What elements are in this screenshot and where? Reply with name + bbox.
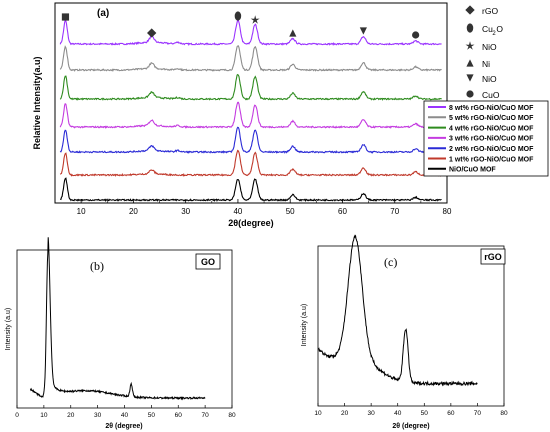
legend-label-hexagon: Cu	[482, 24, 493, 34]
panel-c-x-axis: 10 20 30 40 50 60 70 80	[314, 403, 508, 417]
panel-c-x-axis-label: 2θ (degree)	[392, 423, 429, 430]
panel-b-x-axis: 0 10 20 30 40 50 60 70 80	[15, 405, 236, 419]
series-line-5	[59, 149, 442, 177]
panel-a-x-tick-label: 50	[286, 207, 295, 216]
series-line-0	[59, 19, 442, 46]
panel-b-x-tick-label: 70	[202, 412, 210, 419]
series-legend: 8 wt% rGO-NiO/CuO MOF 5 wt% rGO-NiO/CuO M…	[423, 100, 549, 177]
panel-b: (b) GO 0 10 20 30 40 50 60 70 80 2θ (degree) Int…	[5, 237, 236, 430]
panel-b-x-tick-label: 60	[175, 412, 183, 419]
legend-symbol-circle	[466, 90, 474, 98]
peak-marker-triangle	[289, 29, 297, 37]
peak-marker-hexagon	[234, 11, 242, 21]
series-legend-label-5: 1 wt% rGO-NiO/CuO MOF	[449, 156, 534, 163]
series-legend-label-6: NiO/CuO MOF	[449, 167, 496, 174]
series-legend-label-1: 5 wt% rGO-NiO/CuO MOF	[449, 115, 534, 122]
panel-c-x-tick-label: 50	[421, 410, 429, 417]
panel-c-x-tick-label: 80	[500, 410, 508, 417]
panel-a-x-tick-label: 40	[233, 207, 242, 216]
peak-marker-diamond	[147, 28, 157, 38]
legend-suffix: O	[496, 24, 503, 34]
series-legend-label-3: 3 wt% rGO-NiO/CuO MOF	[449, 136, 534, 143]
panel-b-x-tick-label: 30	[94, 412, 102, 419]
panel-c-x-tick-label: 60	[447, 410, 455, 417]
panel-a-x-tick-label: 70	[390, 207, 399, 216]
panel-b-x-tick-label: 0	[15, 412, 19, 419]
panel-c-x-tick-label: 40	[394, 410, 402, 417]
panel-b-x-tick-label: 10	[40, 412, 48, 419]
panel-a-x-axis-label: 2θ(degree)	[228, 218, 273, 228]
panel-c-frame	[317, 245, 505, 407]
legend-label-star: NiO	[482, 42, 497, 52]
panel-c-title-box	[480, 248, 506, 265]
series-line-6	[59, 177, 442, 202]
peak-marker-square	[61, 13, 70, 21]
series-legend-label-2: 4 wt% rGO-NiO/CuO MOF	[449, 125, 534, 132]
series-line-1	[59, 45, 442, 72]
panel-b-title-box	[195, 253, 221, 270]
panel-c-x-tick-label: 30	[368, 410, 376, 417]
panel-a: (a) 10 20 30 40 50 60 70 80 2θ(degree) Relative…	[32, 2, 452, 228]
legend-symbol-inverted-triangle	[466, 74, 474, 82]
panel-b-y-axis-label: Intensity (a.u)	[5, 308, 12, 350]
peak-marker-star	[250, 15, 260, 24]
legend-label-diamond: rGO	[482, 6, 498, 16]
panel-b-x-tick-label: 20	[67, 412, 75, 419]
legend-symbol-hexagon	[466, 23, 474, 33]
panel-c-label: (c)	[384, 255, 397, 269]
panel-a-x-tick-label: 20	[129, 207, 138, 216]
peak-marker-legend: rGO Cu 2 O NiO Ni NiO CuO	[465, 5, 503, 100]
panel-c-x-tick-label: 70	[474, 410, 482, 417]
legend-symbol-triangle	[466, 59, 474, 67]
panel-c-title: rGO	[484, 252, 502, 262]
panel-b-x-tick-label: 80	[228, 412, 236, 419]
panel-c-x-tick-label: 20	[341, 410, 349, 417]
peak-marker-circle	[412, 31, 420, 39]
series-legend-label-0: 8 wt% rGO-NiO/CuO MOF	[449, 105, 534, 112]
panel-b-label: (b)	[90, 259, 104, 273]
panel-a-y-axis-label: Relative Intensity(a.u)	[32, 56, 42, 149]
panel-a-x-tick-label: 60	[338, 207, 347, 216]
panel-a-label: (a)	[97, 8, 109, 19]
panel-a-frame	[54, 2, 448, 204]
panel-c-x-tick-label: 10	[314, 410, 322, 417]
series-line-2	[59, 73, 442, 101]
panel-a-x-axis: 10 20 30 40 50 60 70 80	[54, 199, 452, 216]
legend-symbol-star	[465, 41, 475, 50]
panel-b-x-tick-label: 50	[148, 412, 156, 419]
series-line-3	[59, 101, 442, 129]
legend-label-triangle: Ni	[482, 59, 490, 69]
panel-b-x-tick-label: 40	[121, 412, 129, 419]
panel-c: (c) rGO 10 20 30 40 50 60 70 80 2θ (degree) Int…	[301, 234, 508, 430]
panel-a-x-tick-label: 30	[181, 207, 190, 216]
panel-b-x-axis-label: 2θ (degree)	[105, 423, 142, 430]
series-line-4	[59, 126, 443, 154]
panel-b-go-curve	[29, 237, 206, 401]
legend-label-inverted-triangle: NiO	[482, 74, 497, 84]
peak-marker-inverted-triangle	[359, 27, 367, 35]
legend-symbol-diamond	[465, 5, 475, 15]
panel-c-y-axis-label: Intensity (a.u)	[301, 304, 308, 346]
panel-c-rgo-curve	[318, 234, 478, 387]
panel-a-peak-markers	[61, 11, 420, 39]
series-legend-label-4: 2 wt% rGO-NiO/CuO MOF	[449, 146, 534, 153]
panel-a-x-tick-label: 10	[77, 207, 86, 216]
panel-a-x-tick-label: 80	[443, 207, 452, 216]
panel-b-title: GO	[201, 257, 215, 267]
legend-subscript: 2	[492, 31, 496, 37]
panel-a-series	[59, 19, 443, 202]
legend-label-circle: CuO	[482, 90, 500, 100]
